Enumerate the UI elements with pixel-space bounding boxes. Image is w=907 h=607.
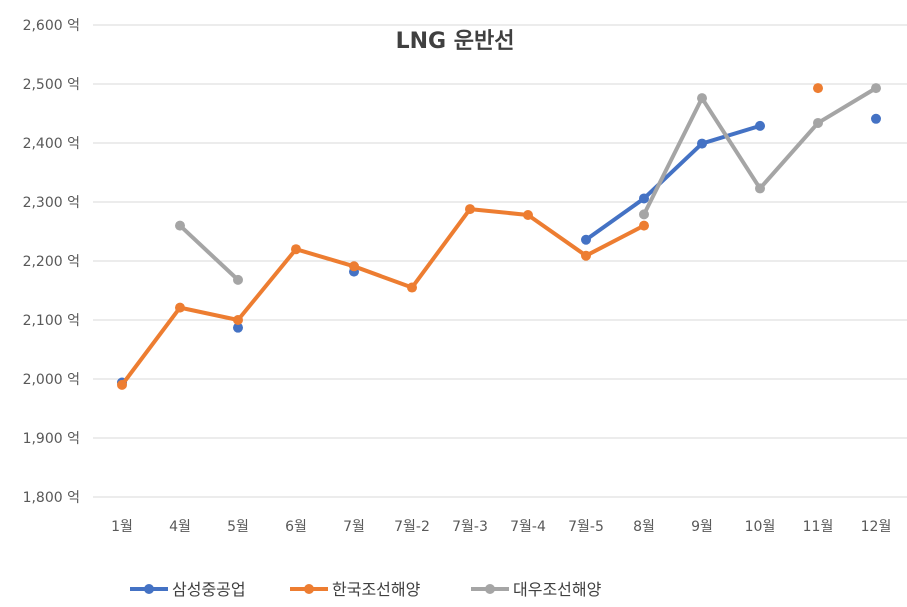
x-tick-label: 7월 <box>343 519 365 535</box>
data-point <box>755 183 765 194</box>
data-point <box>581 250 591 261</box>
legend-label: 대우조선해양 <box>513 580 602 599</box>
x-tick-label: 7월-2 <box>394 519 430 535</box>
data-point <box>175 220 185 231</box>
legend: 삼성중공업 한국조선해양 대우조선해양 <box>130 580 602 599</box>
x-tick-label: 12월 <box>861 519 892 535</box>
x-tick-label: 4월 <box>169 519 191 535</box>
y-tick-label: 2,500 억 <box>23 77 80 93</box>
data-point <box>291 244 301 255</box>
legend-item: 삼성중공업 <box>130 580 246 599</box>
series-line <box>178 223 240 282</box>
y-tick-label: 2,200 억 <box>23 254 80 270</box>
legend-item: 대우조선해양 <box>471 580 602 599</box>
x-tick-label: 11월 <box>803 519 834 535</box>
legend-label: 한국조선해양 <box>332 580 421 599</box>
data-point <box>117 379 127 390</box>
data-point <box>697 93 707 104</box>
series-lines <box>117 83 881 390</box>
x-axis-ticks: 1월 4월 5월 6월 7월 7월-2 7월-3 7월-4 7월-5 8월 9월 10월 11월 12월 <box>111 519 891 535</box>
x-tick-label: 7월-4 <box>510 519 546 535</box>
y-tick-label: 1,800 억 <box>23 490 80 506</box>
data-point <box>697 138 707 149</box>
y-tick-label: 2,400 억 <box>23 136 80 152</box>
data-point <box>639 209 649 220</box>
y-tick-label: 2,000 억 <box>23 372 80 388</box>
legend-swatch-marker <box>485 584 495 594</box>
x-tick-label: 10월 <box>745 519 776 535</box>
data-point <box>755 120 765 131</box>
y-tick-label: 2,600 억 <box>23 18 80 34</box>
series-line <box>120 207 646 387</box>
data-point <box>465 204 475 215</box>
legend-swatch-marker <box>304 584 314 594</box>
y-tick-label: 2,300 억 <box>23 195 80 211</box>
x-tick-label: 6월 <box>285 519 307 535</box>
x-tick-label: 1월 <box>111 519 133 535</box>
data-point <box>639 220 649 231</box>
x-tick-label: 5월 <box>227 519 249 535</box>
series-line <box>642 86 878 217</box>
data-point <box>407 282 417 293</box>
data-point <box>871 83 881 94</box>
x-tick-label: 7월-3 <box>452 519 488 535</box>
data-point <box>581 234 591 245</box>
data-point <box>813 117 823 128</box>
legend-label: 삼성중공업 <box>172 580 246 599</box>
legend-item: 한국조선해양 <box>290 580 421 599</box>
y-axis-ticks: 1,800 억 1,900 억 2,000 억 2,100 억 2,200 억 2,300… <box>23 18 80 506</box>
x-tick-label: 9월 <box>691 519 713 535</box>
x-tick-label: 8월 <box>633 519 655 535</box>
data-point <box>871 113 881 124</box>
legend-swatch-marker <box>144 584 154 594</box>
series-한국조선해양 <box>117 83 823 390</box>
y-tick-label: 2,100 억 <box>23 313 80 329</box>
series-삼성중공업 <box>117 113 881 388</box>
x-tick-label: 7월-5 <box>568 519 604 535</box>
y-tick-label: 1,900 억 <box>23 431 80 447</box>
data-point <box>349 261 359 272</box>
data-point <box>639 193 649 204</box>
chart-title: LNG 운반선 <box>396 29 515 54</box>
data-point <box>523 209 533 220</box>
series-대우조선해양 <box>175 83 881 285</box>
data-point <box>175 302 185 313</box>
data-point <box>233 274 243 285</box>
data-point <box>233 315 243 325</box>
data-point <box>813 83 823 94</box>
series-line <box>584 123 762 242</box>
data-point <box>233 322 243 333</box>
